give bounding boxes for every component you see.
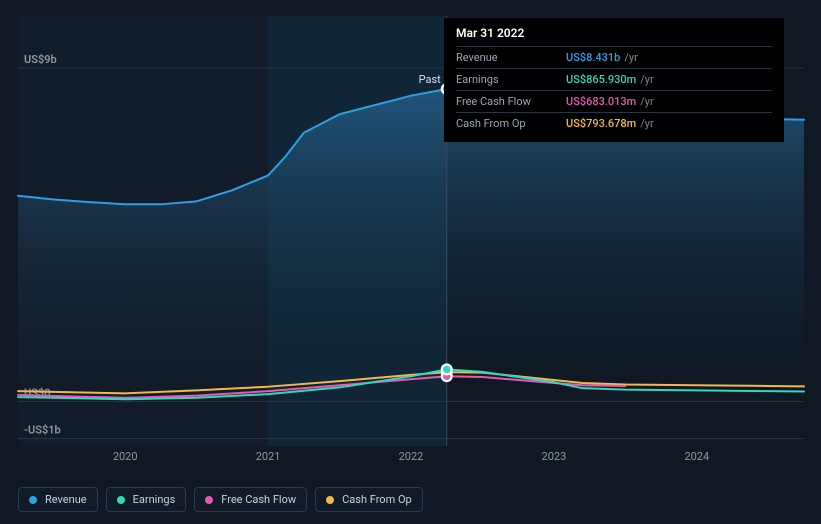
svg-text:2022: 2022 [399,450,424,463]
legend-dot [117,496,125,504]
tooltip-row-unit: /yr [640,95,653,108]
svg-text:2021: 2021 [256,450,281,463]
tooltip-row-unit: /yr [624,51,637,64]
chart-tooltip: Mar 31 2022 RevenueUS$8.431b/yrEarningsU… [444,18,784,142]
chart-legend: Revenue Earnings Free Cash Flow Cash From O… [18,487,423,512]
tooltip-row-value: US$865.930m [566,73,636,86]
svg-text:2024: 2024 [684,450,709,463]
tooltip-row-value: US$793.678m [566,117,636,130]
svg-text:2020: 2020 [113,450,138,463]
legend-dot [205,496,213,504]
tooltip-row-unit: /yr [640,73,653,86]
tooltip-row-label: Free Cash Flow [456,95,566,108]
tooltip-row: Cash From OpUS$793.678m/yr [456,112,772,134]
tooltip-row: RevenueUS$8.431b/yr [456,46,772,68]
tooltip-row-label: Cash From Op [456,117,566,130]
tooltip-row-value: US$8.431b [566,51,620,64]
svg-text:2023: 2023 [542,450,567,463]
legend-label: Free Cash Flow [221,493,296,506]
financial-chart: -US$1bUS$0US$9b20202021202220232024PastA… [0,0,821,524]
legend-item-earnings[interactable]: Earnings [106,487,187,512]
legend-label: Revenue [45,493,87,506]
svg-text:-US$1b: -US$1b [24,424,61,437]
tooltip-row-value: US$683.013m [566,95,636,108]
tooltip-row: EarningsUS$865.930m/yr [456,68,772,90]
tooltip-row-label: Revenue [456,51,566,64]
tooltip-title: Mar 31 2022 [456,26,772,40]
tooltip-row-label: Earnings [456,73,566,86]
tooltip-row-unit: /yr [640,117,653,130]
legend-dot [326,496,334,504]
svg-text:Past: Past [419,73,442,86]
legend-dot [29,496,37,504]
legend-label: Earnings [133,493,176,506]
tooltip-row: Free Cash FlowUS$683.013m/yr [456,90,772,112]
legend-label: Cash From Op [342,493,412,506]
legend-item-revenue[interactable]: Revenue [18,487,98,512]
legend-item-free_cash_flow[interactable]: Free Cash Flow [194,487,307,512]
legend-item-cash_from_op[interactable]: Cash From Op [315,487,423,512]
svg-text:US$9b: US$9b [24,53,57,66]
